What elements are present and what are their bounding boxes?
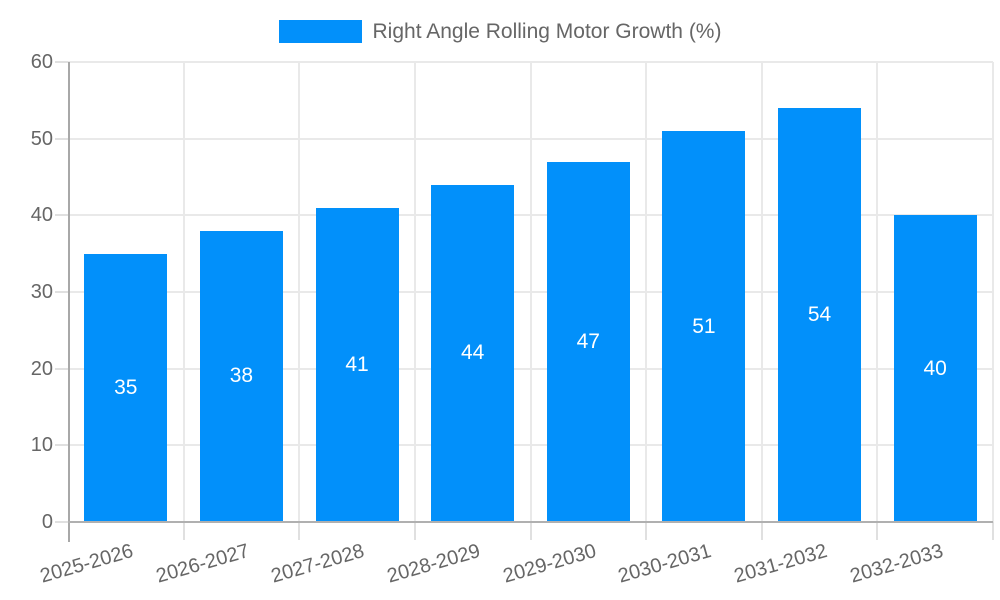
vertical-gridline xyxy=(182,62,185,522)
plot-area: 0 10 20 30 40 50 60 35 38 41 44 47 51 54 40 2025-2026 20… xyxy=(31,51,994,588)
bar[interactable]: 44 xyxy=(431,184,515,522)
y-axis-tick xyxy=(55,521,68,523)
bar[interactable]: 51 xyxy=(662,131,746,522)
y-axis-tick-label: 60 xyxy=(30,51,53,73)
y-axis-tick xyxy=(55,367,68,370)
y-axis-tick xyxy=(55,291,68,293)
vertical-gridline xyxy=(413,62,416,522)
x-axis-line xyxy=(68,521,993,523)
x-axis-category-label: 2032-2033 xyxy=(847,540,946,588)
x-axis-category-label: 2025-2026 xyxy=(37,540,136,588)
bar[interactable]: 40 xyxy=(893,215,977,522)
x-axis-category-label: 2028-2029 xyxy=(384,540,483,588)
vertical-gridline xyxy=(645,62,648,522)
x-axis-tick xyxy=(645,522,648,540)
legend-label: Right Angle Rolling Motor Growth (%) xyxy=(372,20,722,43)
x-axis-tick xyxy=(298,522,301,540)
bar-value-label: 40 xyxy=(923,356,947,380)
x-axis-category-label: 2029-2030 xyxy=(500,540,599,588)
vertical-gridline xyxy=(992,62,994,522)
legend-item[interactable]: Right Angle Rolling Motor Growth (%) xyxy=(0,20,1000,43)
vertical-gridline xyxy=(298,62,301,522)
bar-value-label: 47 xyxy=(576,329,600,353)
y-axis-tick-label: 30 xyxy=(30,281,53,303)
x-axis-tick xyxy=(182,522,185,540)
x-axis-category-label: 2027-2028 xyxy=(269,540,368,588)
x-axis-category-label: 2031-2032 xyxy=(731,540,830,588)
x-axis-category-label: 2030-2031 xyxy=(615,540,715,588)
vertical-gridline xyxy=(760,62,763,522)
bar-value-label: 51 xyxy=(692,314,716,338)
bar[interactable]: 41 xyxy=(315,207,399,522)
vertical-gridline xyxy=(876,62,879,522)
y-axis-tick-label: 20 xyxy=(30,357,53,380)
bar[interactable]: 38 xyxy=(199,230,283,522)
x-axis-tick xyxy=(876,522,879,540)
x-axis-tick xyxy=(413,522,416,540)
y-axis-line xyxy=(68,62,70,542)
bar-value-label: 44 xyxy=(461,341,485,365)
y-axis-tick-label: 0 xyxy=(41,511,53,533)
y-axis-tick xyxy=(55,444,68,447)
bar-value-label: 41 xyxy=(345,352,369,376)
bar[interactable]: 35 xyxy=(84,253,168,522)
bar-value-label: 35 xyxy=(114,375,138,399)
bar-value-label: 38 xyxy=(229,364,254,388)
x-axis-tick xyxy=(529,522,532,540)
x-axis-tick xyxy=(760,522,763,540)
bar-value-label: 54 xyxy=(807,303,832,326)
y-axis-tick xyxy=(55,61,68,63)
bar[interactable]: 47 xyxy=(546,161,630,522)
y-axis-tick-label: 40 xyxy=(30,204,53,227)
x-axis-tick xyxy=(992,522,994,540)
y-axis-tick-label: 10 xyxy=(30,434,53,457)
vertical-gridline xyxy=(529,62,532,522)
x-axis-category-label: 2026-2027 xyxy=(153,540,252,588)
y-axis-tick xyxy=(55,137,68,140)
y-axis-tick-label: 50 xyxy=(30,127,53,150)
y-axis-tick xyxy=(55,214,68,217)
bar[interactable]: 54 xyxy=(778,108,862,522)
legend-swatch xyxy=(278,20,362,43)
